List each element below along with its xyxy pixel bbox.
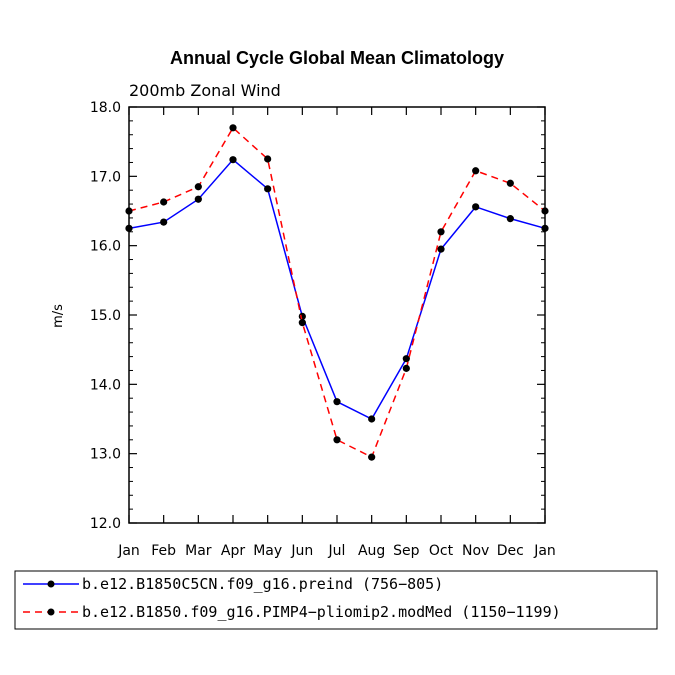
data-point-s0-9 [437,245,445,253]
y-axis-label: m/s [51,304,66,328]
x-tick-label: Oct [429,543,454,559]
x-tick-label: Jan [533,543,556,559]
x-tick-label: Aug [358,543,385,559]
data-point-s1-1 [160,198,168,206]
y-tick-label: 14.0 [90,377,121,393]
chart-title: Annual Cycle Global Mean Climatology [170,48,504,68]
legend: b.e12.B1850C5CN.f09_g16.preind (756−805)… [14,570,658,630]
x-tick-label: Sep [393,543,420,559]
data-point-s0-3 [229,156,237,164]
legend-label-1: b.e12.B1850.f09_g16.PIMP4−pliomip2.modMe… [82,603,561,621]
data-point-s0-11 [506,215,514,223]
x-tick-label: Jul [328,543,346,559]
y-tick-label: 16.0 [90,239,121,255]
data-point-s1-10 [472,167,480,175]
data-point-s1-2 [194,183,202,191]
chart-subtitle: 200mb Zonal Wind [129,81,281,100]
legend-label-0: b.e12.B1850C5CN.f09_g16.preind (756−805) [82,575,443,593]
axes: 12.0 13.0 14.0 15.0 16.0 17.0 18.0 Jan Feb Mar Apr… [90,100,556,559]
data-point-s0-10 [472,203,480,211]
y-tick-label: 18.0 [90,100,121,116]
legend-marker-1 [47,608,55,616]
data-point-s0-6 [333,398,341,406]
data-point-s0-1 [160,218,168,226]
y-tick-label: 12.0 [90,516,121,532]
data-point-s0-5 [298,312,306,320]
legend-box [14,570,658,630]
series-layer [125,124,549,461]
plot-frame [128,106,546,524]
x-tick-label: May [253,543,282,559]
data-point-s1-9 [437,228,445,236]
x-tick-label: Jun [290,543,313,559]
data-point-s1-12 [541,207,549,215]
data-point-s1-4 [264,155,272,163]
x-tick-label: Jan [117,543,140,559]
data-point-s1-6 [333,436,341,444]
data-point-s1-7 [368,453,376,461]
series-line-1 [128,126,546,459]
y-tick-label: 13.0 [90,447,121,463]
data-point-s0-2 [194,195,202,203]
x-tick-label: Dec [497,543,524,559]
x-tick-label: Apr [221,543,245,559]
data-point-s1-11 [506,179,514,187]
data-point-s0-8 [402,355,410,363]
y-tick-label: 15.0 [90,308,121,324]
data-point-s1-5 [298,319,306,327]
data-point-s1-0 [125,207,133,215]
data-point-s0-7 [368,415,376,423]
data-point-s1-8 [402,364,410,372]
x-tick-label: Feb [151,543,176,559]
x-tick-label: Nov [462,543,489,559]
data-point-s0-12 [541,224,549,232]
y-tick-label: 17.0 [90,169,121,185]
data-point-s0-4 [264,185,272,193]
x-tick-label: Mar [185,543,212,559]
data-point-s1-3 [229,124,237,132]
data-point-s0-0 [125,224,133,232]
legend-marker-0 [47,580,55,588]
series-line-0 [128,158,546,420]
